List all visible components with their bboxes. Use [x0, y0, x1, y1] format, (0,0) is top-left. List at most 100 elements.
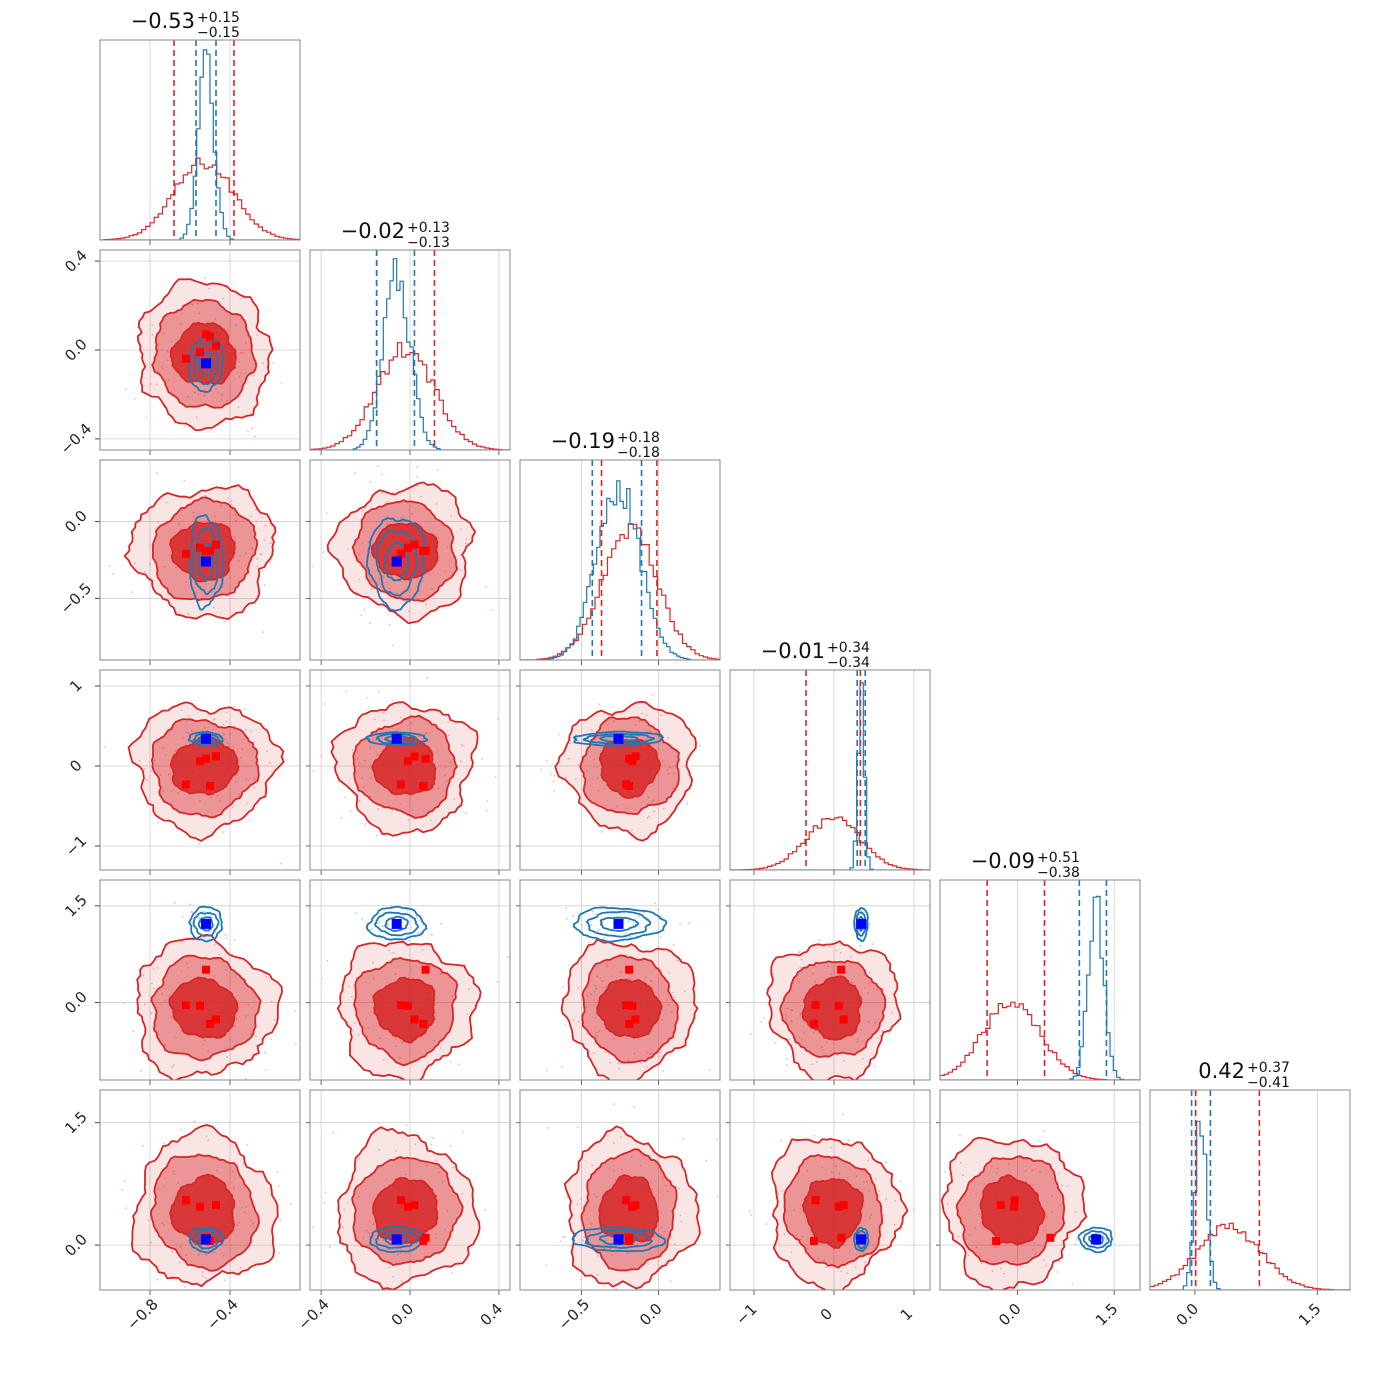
- scatter-red-5-3-69: [875, 1178, 877, 1180]
- panel-frame-3-3: [729, 669, 931, 871]
- scatter-red-3-1-82: [407, 818, 410, 821]
- scatter-red-5-3-5: [830, 1171, 833, 1173]
- scatter-blue-2-1-5: [385, 581, 388, 583]
- panel-1-0: −0.4 0.0 0.4: [57, 246, 301, 458]
- contour-blue-2-1-2: [384, 541, 409, 582]
- scatter-red-4-2-12: [639, 1062, 642, 1064]
- scatter-red-1-0-81: [156, 383, 158, 386]
- scatter-red-3-2-70: [651, 694, 654, 696]
- truth-red-marker-4-2-2: [625, 965, 634, 974]
- scatter-red-5-2-62: [582, 1239, 584, 1242]
- scatter-red-3-1-39: [312, 770, 315, 772]
- scatter-red-5-3-2: [863, 1181, 865, 1183]
- scatter-red-5-3-19: [885, 1198, 888, 1200]
- scatter-red-2-1-54: [491, 608, 494, 611]
- scatter-red-2-1-34: [459, 528, 462, 531]
- scatter-red-5-1-43: [446, 1210, 449, 1212]
- scatter-red-4-0-62: [264, 1069, 267, 1072]
- scatter-red-4-3-59: [785, 1058, 788, 1060]
- scatter-red-5-0-49: [224, 1279, 226, 1281]
- scatter-red-5-0-84: [121, 1188, 123, 1191]
- scatter-red-4-2-13: [545, 1069, 548, 1072]
- truth-red-marker-3-2-2: [625, 754, 634, 763]
- scatter-red-5-0-54: [202, 1275, 204, 1277]
- scatter-red-5-0-81: [233, 1229, 236, 1231]
- panel-3-0: −1 0 1: [62, 669, 301, 875]
- scatter-red-5-2-39: [647, 1263, 649, 1265]
- scatter-red-3-2-52: [604, 805, 607, 807]
- scatter-red-1-0-52: [134, 398, 136, 400]
- scatter-red-4-2-89: [658, 1055, 661, 1058]
- scatter-red-5-2-46: [660, 1234, 662, 1237]
- scatter-blue-5-2-9: [660, 1226, 663, 1229]
- scatter-red-3-1-75: [465, 812, 467, 814]
- scatter-blue-4-3-4: [859, 937, 862, 939]
- scatter-blue-4-0-26: [224, 933, 227, 936]
- scatter-red-5-1-18: [380, 1293, 382, 1295]
- scatter-red-3-0-70: [241, 748, 244, 751]
- scatter-red-4-1-72: [506, 956, 509, 958]
- scatter-red-5-0-30: [177, 1181, 179, 1184]
- scatter-red-4-2-76: [671, 991, 674, 994]
- scatter-blue-4-2-5: [629, 935, 632, 938]
- scatter-red-4-3-1: [791, 1009, 794, 1012]
- scatter-red-4-2-71: [684, 1081, 686, 1083]
- scatter-red-2-1-71: [411, 512, 413, 515]
- scatter-blue-4-0-24: [197, 916, 200, 919]
- scatter-red-4-2-57: [571, 915, 574, 917]
- panel-4-0: 0.0 1.5: [61, 879, 301, 1096]
- scatter-red-3-2-45: [553, 774, 556, 777]
- truth-red-marker-4-2-0: [622, 1001, 631, 1010]
- scatter-red-4-1-68: [457, 1063, 460, 1066]
- scatter-red-5-4-31: [1007, 1163, 1010, 1165]
- scatter-red-4-2-26: [674, 996, 676, 999]
- scatter-red-2-1-68: [381, 492, 383, 494]
- scatter-red-1-0-39: [245, 341, 247, 344]
- scatter-red-3-2-49: [652, 799, 655, 801]
- scatter-red-2-1-23: [442, 520, 445, 523]
- scatter-red-4-0-11: [173, 1036, 176, 1039]
- hist-blue-2: [520, 480, 720, 660]
- scatter-red-4-3-2: [843, 1059, 846, 1062]
- truth-red-marker-5-1-1: [403, 1202, 412, 1211]
- contour-blue-4-1-1: [374, 911, 419, 937]
- scatter-red-4-0-26: [204, 1064, 207, 1067]
- scatter-blue-2-0-28: [212, 606, 215, 609]
- scatter-blue-4-1-10: [381, 925, 384, 927]
- scatter-red-4-1-76: [392, 951, 395, 954]
- scatter-blue-2-1-23: [392, 491, 394, 494]
- scatter-red-5-1-87: [405, 1124, 408, 1126]
- scatter-red-1-0-72: [157, 370, 160, 372]
- scatter-red-3-0-19: [238, 793, 241, 796]
- scatter-blue-5-1-6: [368, 1235, 371, 1238]
- scatter-red-5-4-34: [1058, 1260, 1061, 1263]
- scatter-red-1-0-26: [254, 435, 256, 438]
- scatter-red-5-3-14: [765, 1223, 768, 1225]
- scatter-blue-4-2-24: [597, 930, 599, 933]
- scatter-red-2-1-11: [375, 521, 378, 523]
- scatter-red-2-0-65: [235, 519, 237, 522]
- scatter-red-5-4-70: [997, 1167, 999, 1170]
- scatter-red-1-0-87: [157, 343, 160, 346]
- truth-red-marker-5-3-4: [810, 1237, 818, 1245]
- truth-red-marker-4-1-3: [410, 1015, 419, 1024]
- scatter-red-3-0-48: [212, 719, 215, 721]
- scatter-red-3-1-83: [444, 765, 447, 768]
- scatter-red-4-0-85: [171, 1015, 174, 1018]
- scatter-red-3-1-87: [447, 721, 450, 724]
- scatter-red-2-0-85: [269, 542, 272, 545]
- scatter-red-3-2-62: [575, 778, 577, 780]
- scatter-red-4-2-81: [646, 1066, 648, 1068]
- scatter-red-5-1-69: [441, 1180, 444, 1183]
- scatter-red-4-0-48: [213, 1094, 215, 1096]
- scatter-red-4-2-51: [592, 1051, 595, 1054]
- panel-5-0: 0.0 1.5 −0.8 −0.4: [61, 1089, 301, 1334]
- scatter-red-5-4-85: [1042, 1229, 1045, 1232]
- scatter-red-1-0-47: [183, 425, 186, 428]
- scatter-red-5-2-86: [580, 1278, 582, 1281]
- scatter-red-5-2-73: [655, 1244, 657, 1246]
- ytick-label-4-0: 0.0: [61, 988, 91, 1018]
- panel-frame-3-0: [99, 669, 301, 871]
- scatter-red-2-1-81: [450, 515, 453, 518]
